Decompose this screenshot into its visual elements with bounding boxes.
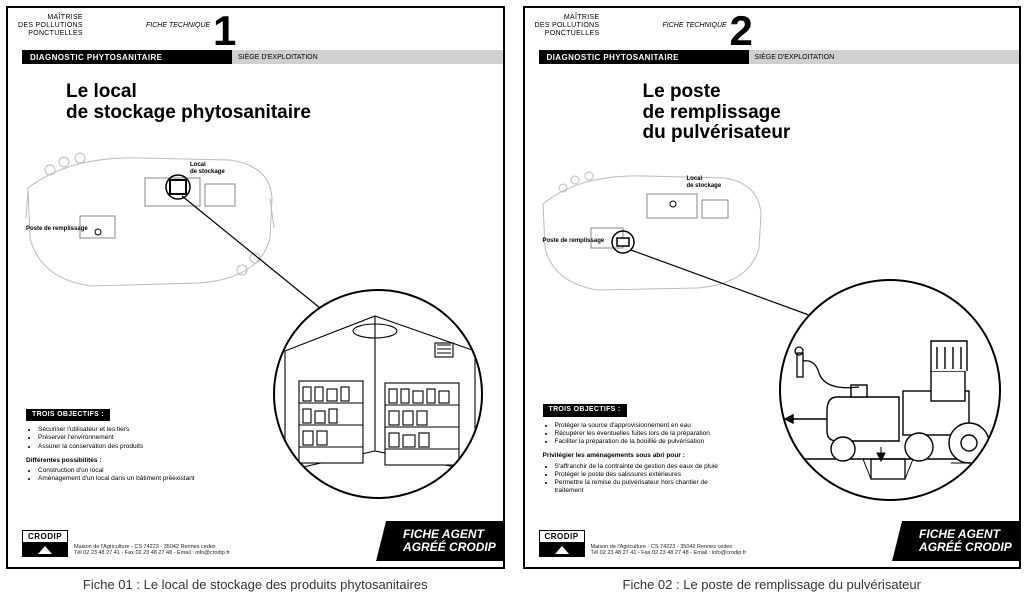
crodip-logo: CRODIP: [539, 530, 585, 557]
footer-2: CRODIP Maison de l'Agriculture - CS 7422…: [525, 513, 1020, 567]
stage: MAÎTRISE DES POLLUTIONS PONCTUELLES FICH…: [0, 0, 1027, 598]
grey-bar: SIÈGE D'EXPLOITATION: [232, 50, 503, 64]
fiche-number: 1: [213, 10, 236, 52]
headline-2: Le poste de remplissage du pulvérisateur: [643, 82, 1020, 144]
headline-1: Le local de stockage phytosanitaire: [66, 82, 503, 123]
badge-fiche-agent: FICHE AGENT AGRÉÉ CRODIP: [376, 521, 505, 561]
fiche-technique-label: FICHE TECHNIQUE: [146, 22, 210, 29]
fiche-technique-label: FICHE TECHNIQUE: [663, 22, 727, 29]
header-corner: MAÎTRISE DES POLLUTIONS PONCTUELLES: [18, 14, 83, 38]
sub-list: Construction d'un local Aménagement d'un…: [26, 467, 216, 483]
caption-1: Fiche 01 : Le local de stockage des prod…: [6, 569, 505, 592]
crodip-logo: CRODIP: [22, 530, 68, 557]
info-block-2: TROIS OBJECTIFS : Protéger la source d'a…: [543, 404, 729, 501]
sub-list: S'affranchir de la contrainte de gestion…: [543, 463, 729, 496]
header-1: MAÎTRISE DES POLLUTIONS PONCTUELLES FICH…: [8, 8, 503, 68]
sprayer-svg: [781, 281, 1001, 501]
address: Maison de l'Agriculture - CS 74223 - 350…: [74, 544, 230, 557]
fiche-number: 2: [730, 10, 753, 52]
black-bar: DIAGNOSTIC PHYTOSANITAIRE: [539, 50, 749, 64]
header-corner: MAÎTRISE DES POLLUTIONS PONCTUELLES: [535, 14, 600, 38]
card-1: MAÎTRISE DES POLLUTIONS PONCTUELLES FICH…: [6, 6, 505, 569]
card-2: MAÎTRISE DES POLLUTIONS PONCTUELLES FICH…: [523, 6, 1022, 569]
objectifs-list: Protéger la source d'approvisionnement e…: [543, 422, 729, 446]
info-block-1: TROIS OBJECTIFS : Sécuriser l'utilisateu…: [26, 409, 216, 490]
caption-2: Fiche 02 : Le poste de remplissage du pu…: [523, 569, 1022, 592]
badge-fiche-agent: FICHE AGENT AGRÉÉ CRODIP: [892, 521, 1021, 561]
objectifs-header: TROIS OBJECTIFS :: [26, 409, 110, 422]
objectifs-list: Sécuriser l'utilisateur et les tiers Pré…: [26, 426, 216, 450]
fiche-2: MAÎTRISE DES POLLUTIONS PONCTUELLES FICH…: [523, 6, 1022, 592]
loupe-storage: [273, 289, 483, 499]
header-2: MAÎTRISE DES POLLUTIONS PONCTUELLES FICH…: [525, 8, 1020, 68]
loupe-sprayer: [779, 279, 1001, 501]
objectifs-header: TROIS OBJECTIFS :: [543, 404, 627, 417]
black-bar: DIAGNOSTIC PHYTOSANITAIRE: [22, 50, 232, 64]
fiche-1: MAÎTRISE DES POLLUTIONS PONCTUELLES FICH…: [6, 6, 505, 592]
address: Maison de l'Agriculture - CS 74223 - 350…: [591, 544, 747, 557]
grey-bar: SIÈGE D'EXPLOITATION: [749, 50, 1020, 64]
storage-room-svg: [275, 291, 483, 499]
footer-1: CRODIP Maison de l'Agriculture - CS 7422…: [8, 513, 503, 567]
